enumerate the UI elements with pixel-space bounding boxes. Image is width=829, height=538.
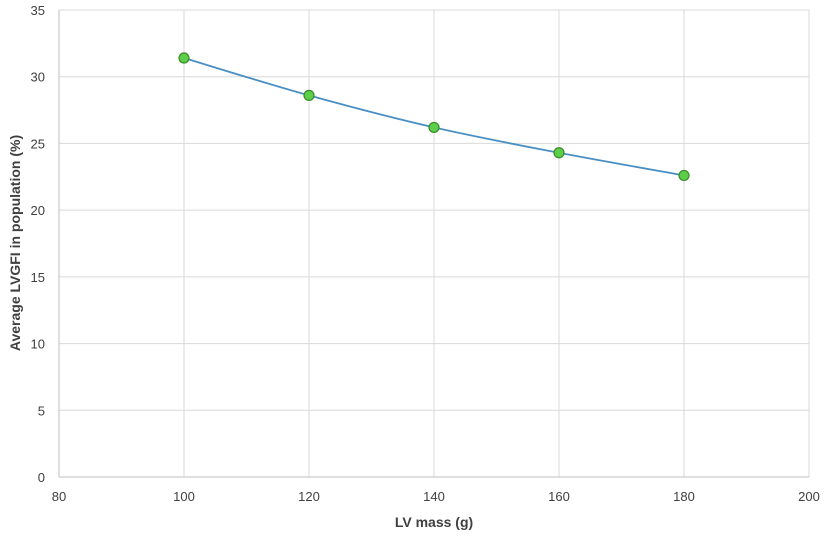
tick-labels: 0 5 10 15 20 25 30 35 80 100 120 140 160 180 200	[31, 3, 820, 504]
data-point	[678, 169, 690, 182]
y-tick-label: 0	[38, 470, 45, 485]
data-point	[553, 147, 565, 159]
x-tick-label: 160	[548, 489, 570, 504]
y-tick-label: 5	[38, 403, 45, 418]
x-tick-label: 140	[423, 489, 445, 504]
y-axis-title: Average LVGFI in population (%)	[7, 135, 23, 351]
y-tick-label: 20	[31, 203, 45, 218]
grid	[59, 9, 810, 477]
y-tick-label: 30	[31, 70, 45, 85]
x-tick-label: 200	[798, 489, 820, 504]
axes	[58, 10, 809, 478]
series-group	[178, 52, 690, 182]
x-tick-label: 120	[298, 489, 320, 504]
y-tick-label: 15	[31, 270, 45, 285]
y-tick-label: 25	[31, 136, 45, 151]
data-point	[178, 52, 190, 64]
x-tick-label: 100	[173, 489, 195, 504]
x-tick-label: 80	[52, 489, 66, 504]
data-point	[303, 89, 315, 101]
x-axis-title: LV mass (g)	[395, 514, 473, 530]
x-tick-label: 180	[673, 489, 695, 504]
y-tick-label: 10	[31, 337, 45, 352]
data-point	[428, 121, 440, 134]
y-tick-label: 35	[31, 3, 45, 18]
